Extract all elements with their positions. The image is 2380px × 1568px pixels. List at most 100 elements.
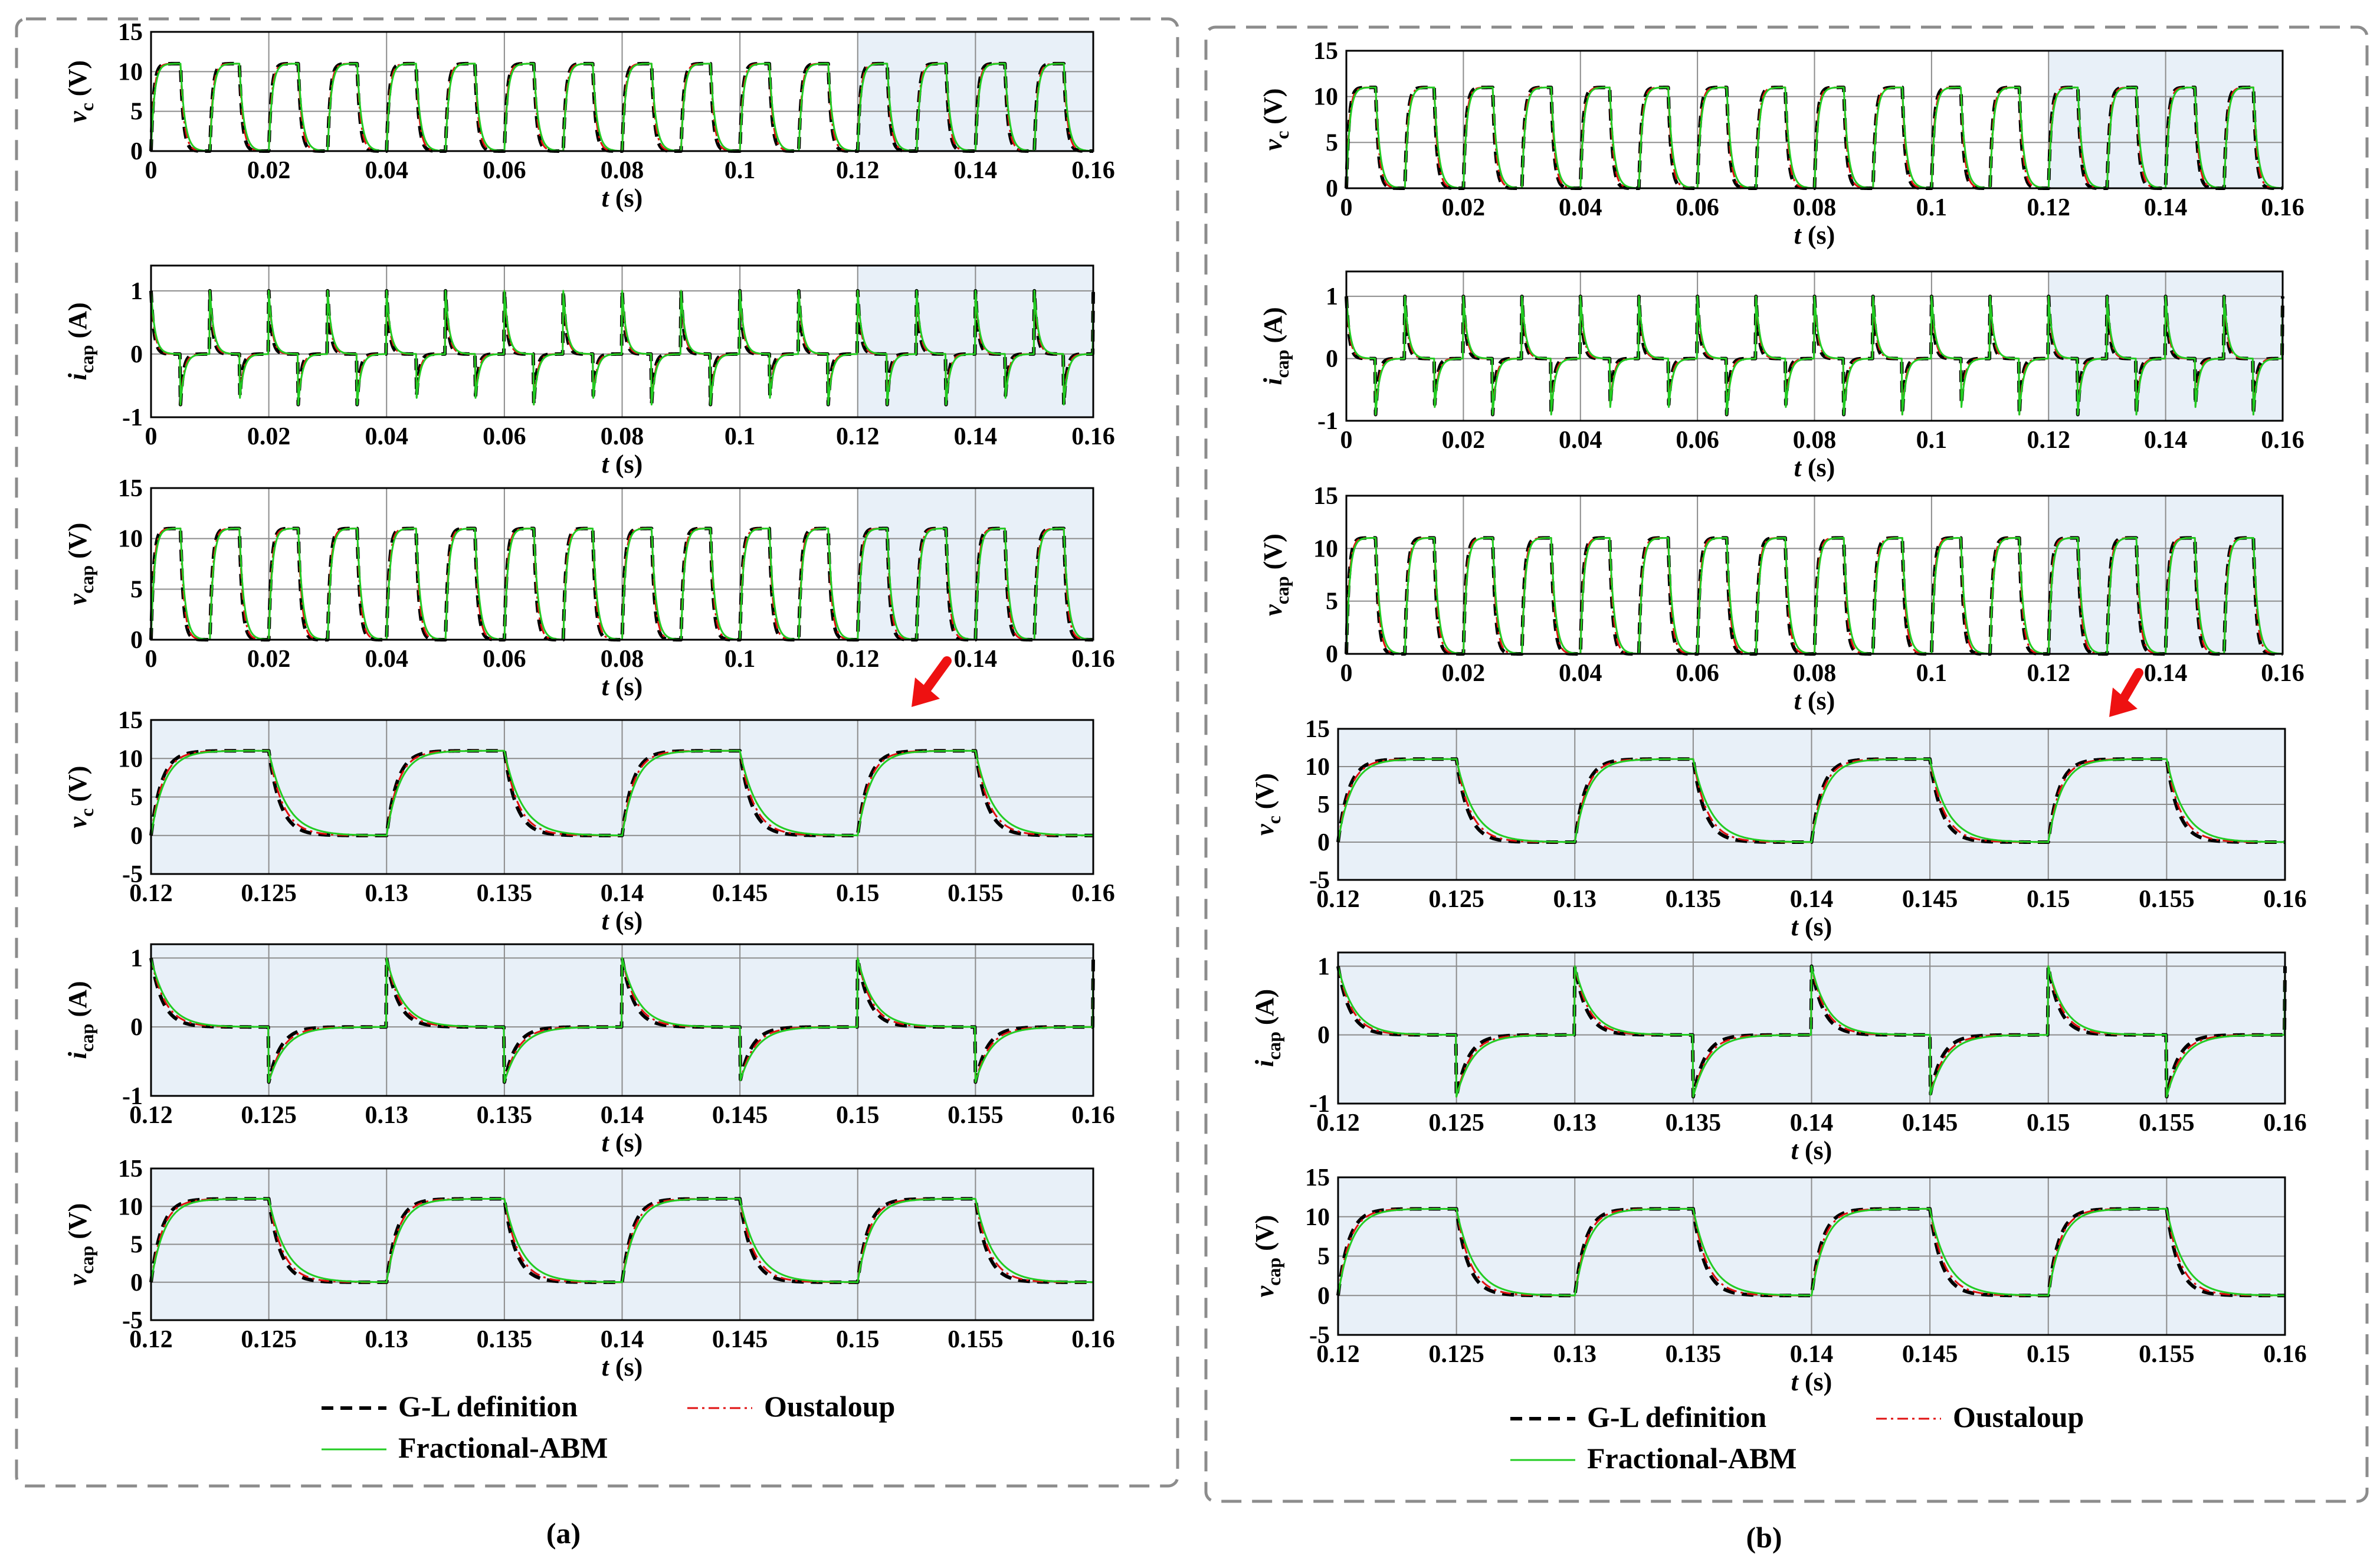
x-axis-label: t (s) [602,1353,643,1382]
x-tick-label: 0.02 [1442,194,1486,221]
y-tick-label: 5 [1317,791,1330,819]
plot-frame [1345,50,2284,189]
extras-layer: G-L definition Oustaloup Fractional-ABM (a)… [322,656,2143,1554]
series-line-g-l-definition [149,1197,1094,1284]
x-tick-label: 0.16 [2263,1109,2307,1137]
x-axis-label: t (s) [602,672,643,701]
y-tick-label: 5 [130,1232,143,1259]
x-tick-label: 0.16 [1071,1326,1115,1353]
x-tick-label: 0.16 [2261,194,2304,221]
plot-frame [150,1167,1094,1321]
x-tick-label: 0.04 [365,423,409,450]
y-tick-label: -5 [1309,1322,1330,1349]
y-axis-label: vc (V) [1258,89,1293,151]
x-axis-label: t (s) [602,906,643,935]
charts-layer: 0 0.02 0.04 0.06 0.08 0.1 0.12 0.14 0.16051015t … [63,19,2307,1396]
x-tick-label: 0 [145,157,158,184]
x-tick-label: 0.13 [1553,1341,1597,1368]
x-tick-label: 0.13 [365,1102,409,1129]
x-axis-label: t (s) [1791,912,1832,941]
y-axis-label: vcap (V) [63,1203,97,1286]
x-tick-label: 0.145 [1902,886,1958,913]
x-tick-label: 0.02 [247,157,291,184]
x-tick-label: 0.04 [1559,427,1602,454]
series-line-oustaloup [150,528,1094,641]
y-tick-label: 0 [1317,829,1330,856]
x-tick-label: 0.08 [1793,194,1837,221]
x-tick-label: 0.08 [1793,660,1837,687]
x-axis-label: t (s) [1794,453,1835,482]
y-tick-label: 15 [118,475,143,502]
y-tick-label: -5 [1309,867,1330,894]
y-tick-label: 10 [1305,754,1330,781]
x-tick-label: 0.155 [948,880,1004,907]
x-tick-label: 0.155 [948,1326,1004,1353]
x-axis-label: t (s) [1794,221,1835,250]
x-tick-label: 0.08 [601,423,644,450]
y-tick-label: 15 [1313,38,1338,65]
y-tick-label: 0 [1317,1022,1330,1049]
y-axis-label: vc (V) [1250,773,1284,836]
y-tick-label: 0 [130,823,143,850]
y-tick-label: 0 [130,1269,143,1297]
x-tick-label: 0.125 [1428,886,1484,913]
y-axis-label: vcap (V) [63,523,97,605]
x-tick-label: 0 [1340,427,1353,454]
x-tick-label: 0 [145,646,158,673]
x-tick-label: 0.15 [2027,1341,2070,1368]
x-tick-label: 0.16 [2261,660,2304,687]
y-axis-label: vc (V) [63,60,97,123]
y-axis-label: icap (A) [1258,307,1293,385]
x-tick-label: 0.04 [1559,194,1602,221]
plot-frame [1337,1176,2286,1336]
x-tick-label: 0.145 [1902,1341,1958,1368]
x-tick-label: 0.15 [2027,1109,2070,1137]
y-tick-label: -5 [122,1307,143,1334]
y-tick-label: 1 [1317,953,1330,980]
x-tick-label: 0.145 [712,1326,768,1353]
y-tick-label: 1 [1326,283,1338,310]
y-tick-label: 15 [1305,716,1330,743]
x-tick-label: 0.08 [601,157,644,184]
chart-12: 0.12 0.125 0.13 0.135 0.14 0.145 0.15 0.155 0.16… [1250,1164,2307,1396]
x-tick-label: 0.12 [836,423,880,450]
x-tick-label: 0.06 [1676,427,1719,454]
x-tick-label: 0.125 [241,880,297,907]
y-axis-label: vcap (V) [1258,533,1293,616]
x-tick-label: 0.125 [241,1326,297,1353]
x-tick-label: 0.04 [365,157,409,184]
series-line-fractional-abm [150,1197,1094,1284]
x-tick-label: 0.12 [1316,1109,1360,1137]
y-tick-label: 0 [130,627,143,654]
y-tick-label: 5 [1326,588,1338,616]
y-tick-label: 1 [130,945,143,972]
x-axis-label: t (s) [602,450,643,479]
x-tick-label: 0.08 [601,646,644,673]
x-tick-label: 0.04 [365,646,409,673]
x-tick-label: 0.12 [129,1326,173,1353]
chart-6: 0.12 0.125 0.13 0.135 0.14 0.145 0.15 0.155 0.16… [63,1155,1115,1382]
y-tick-label: 10 [1313,535,1338,562]
x-tick-label: 0.155 [2139,886,2195,913]
x-tick-label: 0.14 [1790,1341,1834,1368]
x-tick-label: 0.16 [2263,1341,2307,1368]
panel-label: (a) [546,1517,581,1550]
x-tick-label: 0.12 [129,1102,173,1129]
y-tick-label: 5 [1317,1243,1330,1271]
y-tick-label: 5 [130,99,143,126]
plot-frame [1345,270,2284,422]
plot-frame [150,719,1094,875]
x-tick-label: 0.14 [2144,660,2188,687]
arrow-head [2109,688,2138,717]
legend-label: G-L definition [1587,1400,1766,1433]
plot-frame [150,31,1094,152]
y-tick-label: 0 [1317,1282,1330,1310]
plot-frame [150,264,1094,418]
chart-9: 0 0.02 0.04 0.06 0.08 0.1 0.12 0.14 0.16 0 5 10 15 t … [1258,483,2304,715]
x-tick-label: 0.16 [1071,880,1115,907]
legend-label: G-L definition [398,1390,578,1423]
x-tick-label: 0.06 [1676,194,1719,221]
legend-panel-a: G-L definition Oustaloup Fractional-ABM [322,1390,895,1464]
x-tick-label: 0.14 [601,1326,644,1353]
